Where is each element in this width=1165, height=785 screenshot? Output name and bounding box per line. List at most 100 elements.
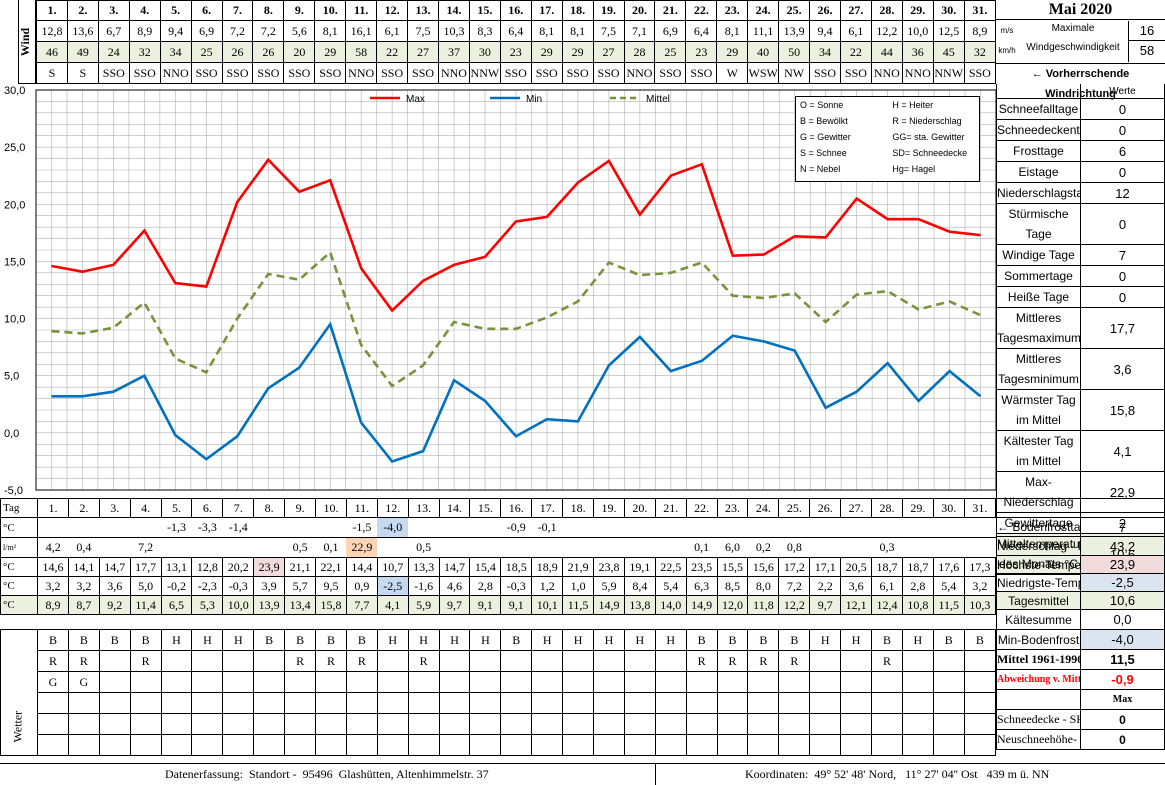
weather-symbol-legend: O = Sonne H = Heiter B = Bewölkt R = Nieder… [795,96,980,182]
y-tick-label: 5,0 [4,371,19,383]
hoechst-row-cell: 18,7 [871,557,903,577]
bodenfrost-row-cell [686,517,718,538]
summary-label: Schneedecke - SH [996,709,1081,730]
wetter-cell: B [932,629,965,651]
wetter-cell: R [871,650,903,672]
mittel-row-cell: 5,3 [191,595,224,615]
wind-cell-days: 6. [190,0,223,21]
wind-cell-ms: 7,1 [623,20,656,42]
wetter-cell [963,692,997,714]
hoechst-row-cell: 17,7 [129,557,162,577]
wetter-cell [469,734,502,756]
wind-cell-kmh: 23 [685,41,718,63]
hoechst-row-cell: 18,9 [531,557,564,577]
wetter-cell [469,692,502,714]
bodenfrost-row-cell [408,517,440,538]
niedrigst-row-cell: 4,6 [438,576,471,596]
hoechst-row-cell: 12,8 [191,557,224,577]
footer: Datenerfassung: Standort - 95496 Glashüt… [0,763,1165,785]
tag-row-cell: 6. [191,498,224,518]
wetter-cell: H [438,629,471,651]
wetter-cell [871,713,903,735]
stats-label: Schneefalltage [996,98,1081,120]
wetter-cell: H [623,629,656,651]
wind-cell-days: 20. [623,0,656,21]
niederschlag-row-cell [253,537,285,558]
temperature-chart: 30,0 25,0 20,0 15,0 10,0 5,0 0,0 -5,0 Max Min Mitt… [0,84,997,498]
wetter-cell: B [716,629,749,651]
niederschlag-row-cell [531,537,563,558]
mittel-row-cell: 11,8 [747,595,780,615]
wetter-cell [98,734,131,756]
tag-row-cell: 9. [284,498,317,518]
footer-coordinates: Koordinaten: 49° 52' 48' Nord, 11° 27' 0… [745,767,1050,781]
summary-row: Kältesumme 0,0 [996,609,1165,630]
wetter-cell [531,671,564,693]
mittel-row-cell: 8,7 [67,595,100,615]
wetter-cell [562,671,595,693]
wind-row-days: 1. 2. 3. 4. 5. 6. 7. 8. 9. 10. 11. 12. 13. 14. 15. 16. 1… [36,0,997,21]
bodenfrost-row-cell: -1,4 [222,517,254,538]
niedrigst-row-cell: 7,2 [778,576,811,596]
stats-row: Stürmische Tage 0 [996,203,1165,245]
bodenfrost-row-cell [840,517,872,538]
mittel-row-cell: 9,7 [809,595,842,615]
legend-entry: O = Sonne [800,100,844,110]
wetter-cell [160,713,193,735]
wetter-cell: G [37,671,69,693]
niederschlag-row-cell: 7,2 [130,537,162,558]
bodenfrost-row-cell [562,517,594,538]
bodenfrost-row-cell [933,517,965,538]
wind-cell-ms: 13,6 [66,20,99,42]
mittel-row-cell: 11,5 [932,595,965,615]
mittel-row-cell: 9,7 [438,595,471,615]
niedrigst-row-cell: 3,9 [253,576,286,596]
month-title: Mai 2020 [996,0,1165,20]
wetter-cell [685,713,718,735]
hoechst-row-cell: 18,7 [901,557,934,577]
summary-value: 7 [1080,517,1165,537]
niedrigst-row: °C 3,2 3,2 3,6 5,0 -0,2 -2,3 -0,3 3,9 5,7 9,5 0,9 -2… [0,576,997,596]
wetter-cell [778,734,811,756]
y-tick-label: 15,0 [4,256,25,268]
stats-header-values: Werte [1080,84,1165,99]
tag-row-cell: 13. [407,498,440,518]
wetter-cell [438,650,471,672]
wetter-cell: H [531,629,564,651]
tag-row-cell: 10. [315,498,347,518]
wetter-cell: B [500,629,533,651]
wetter-cell [562,650,595,672]
tag-row-cell: 29. [901,498,934,518]
stats-row: Heiße Tage 0 [996,286,1165,308]
wind-cell-kmh: 44 [870,41,903,63]
wetter-cell: B [778,629,811,651]
hoechst-row-cell: 17,1 [809,557,842,577]
wetter-cell [531,650,564,672]
daily-table-section: Tag 1. 2. 3. 4. 5. 6. 7. 8. 9. 10. 11. 12. 13. 14. 15. 1… [0,498,1165,763]
wind-cell-kmh: 34 [809,41,841,63]
wetter-cell [160,734,193,756]
stats-value: 15,8 [1080,389,1165,431]
niederschlag-row-cell [655,537,687,558]
wetter-cell [67,734,100,756]
niedrigst-row-cell: 6,3 [685,576,718,596]
wind-cell-kmh: 26 [221,41,254,63]
y-tick-label: -5,0 [4,485,23,497]
wetter-cell: H [407,629,440,651]
stats-row: Kältester Tag im Mittel 4,1 [996,430,1165,472]
wetter-cell [253,671,286,693]
wetter-cell [963,734,997,756]
niedrigst-row-cell: -2,5 [376,576,409,596]
niederschlag-row-cell [161,537,192,558]
legend-entry: Hg= Hagel [892,164,936,174]
stats-value: 3,6 [1080,348,1165,390]
stats-value: 0 [1080,119,1165,141]
wind-cell-dir: NNW [468,62,501,84]
wind-cell-kmh: 34 [159,41,192,63]
niederschlag-row-cell [902,537,934,558]
wind-cell-dir: SSO [654,62,687,84]
spacer-row [0,614,996,630]
wetter-cell [654,734,687,756]
wind-cell-days: 26. [809,0,841,21]
